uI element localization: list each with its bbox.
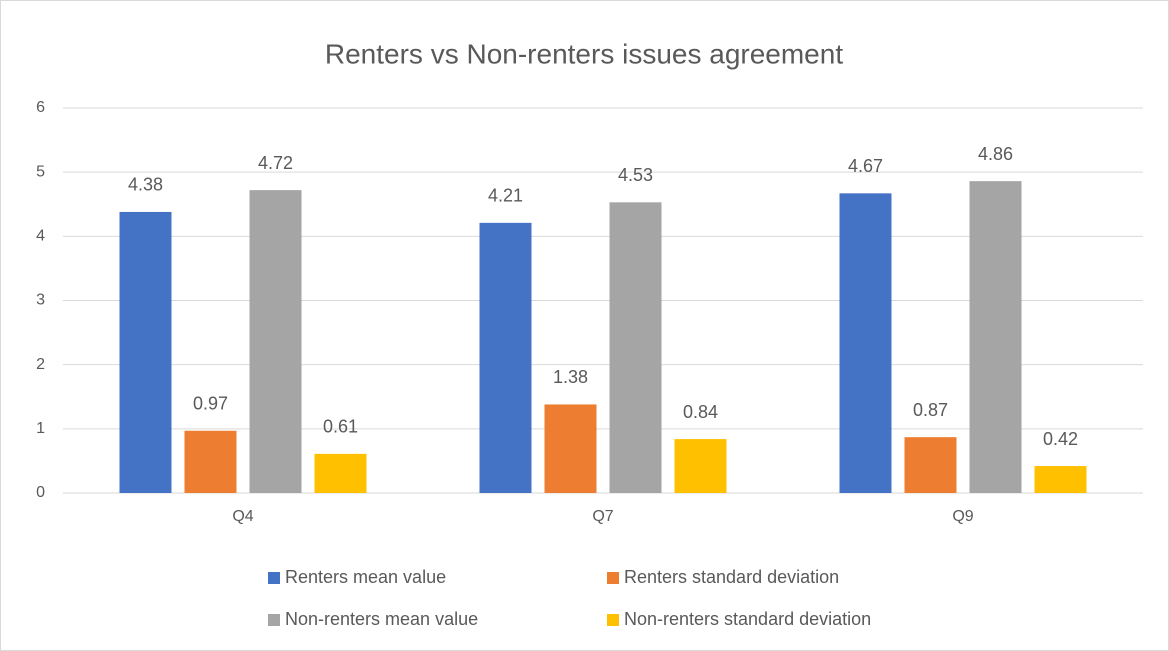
legend-label: Non-renters mean value [285,609,478,629]
data-label: 4.72 [258,153,293,173]
legend-swatch [607,614,619,626]
x-tick-label: Q7 [592,508,613,525]
data-label: 0.97 [193,394,228,414]
data-label: 0.61 [323,417,358,437]
y-tick-label: 1 [36,420,45,437]
legend-label: Renters standard deviation [624,567,839,587]
x-tick-label: Q4 [232,508,253,525]
bar [544,404,597,493]
legend-label: Non-renters standard deviation [624,609,871,629]
y-tick-label: 6 [36,99,45,116]
data-label: 0.87 [913,400,948,420]
y-tick-label: 2 [36,356,45,373]
legend-swatch [607,572,619,584]
legend-label: Renters mean value [285,567,446,587]
data-label: 0.42 [1043,429,1078,449]
data-label: 4.86 [978,144,1013,164]
data-label: 4.53 [618,165,653,185]
y-tick-label: 4 [36,228,45,245]
bar [479,222,532,493]
data-label: 4.67 [848,156,883,176]
y-tick-label: 5 [36,163,45,180]
y-tick-label: 3 [36,292,45,309]
bar [904,437,957,493]
data-label: 1.38 [553,367,588,387]
bar [119,211,172,493]
data-label: 4.21 [488,186,523,206]
x-tick-label: Q9 [952,508,973,525]
y-tick-label: 0 [36,484,45,501]
legend-swatch [268,572,280,584]
legend-swatch [268,614,280,626]
bar [249,190,302,493]
bar [969,181,1022,493]
bar [839,193,892,493]
bar [314,453,367,493]
chart-title: Renters vs Non-renters issues agreement [325,38,843,69]
data-label: 4.38 [128,175,163,195]
bar [674,439,727,493]
bar [184,430,237,493]
data-label: 0.84 [683,402,718,422]
bar [609,202,662,493]
bar [1034,466,1087,493]
